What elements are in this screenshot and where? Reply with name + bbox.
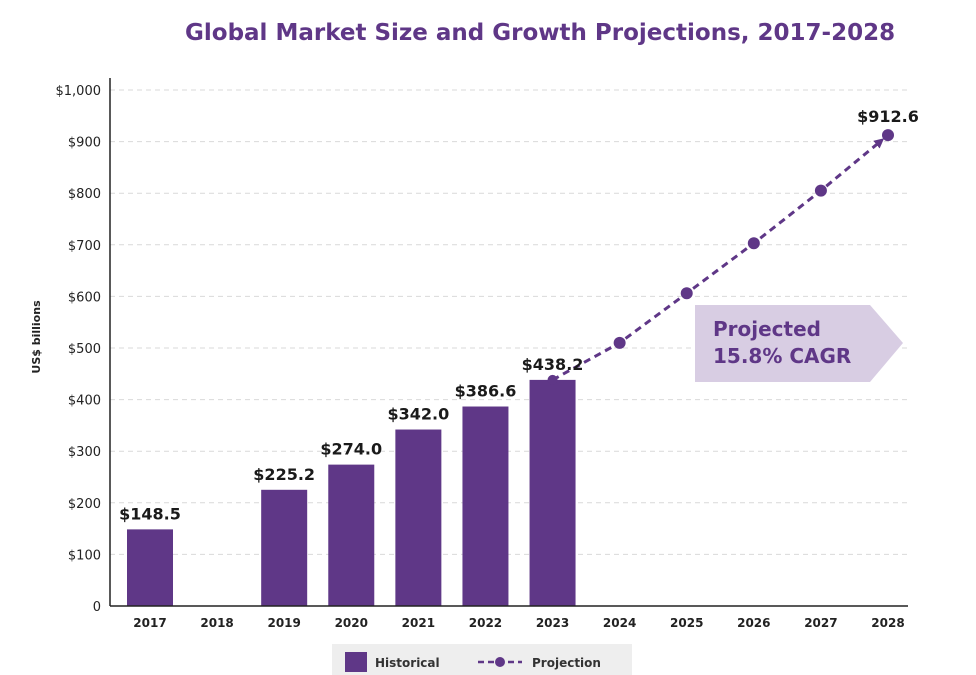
x-tick-label: 2017 (133, 616, 166, 630)
legend: Historical Projection (332, 644, 632, 675)
x-tick-label: 2021 (402, 616, 435, 630)
bar-value-label: $274.0 (320, 440, 382, 459)
grid-lines (110, 89, 908, 555)
bar (395, 429, 442, 606)
x-tick-label: 2025 (670, 616, 703, 630)
x-tick-label: 2024 (603, 616, 636, 630)
projection-point (547, 374, 558, 385)
x-tick-label: 2019 (267, 616, 300, 630)
bar (127, 529, 173, 606)
bar (261, 489, 308, 606)
x-tick-label: 2022 (469, 616, 502, 630)
y-tick-label: $300 (68, 445, 101, 460)
y-tick-label: $400 (68, 394, 101, 409)
y-tick-label: $700 (68, 239, 101, 254)
bar (328, 464, 375, 606)
legend-projection-marker (495, 657, 505, 667)
cagr-callout: Projected 15.8% CAGR (695, 305, 903, 382)
bar (529, 379, 576, 606)
y-axis-title: US$ billions (30, 300, 43, 374)
y-tick-label: $200 (68, 497, 101, 512)
projection-point (613, 336, 626, 349)
projection-point (680, 287, 693, 300)
x-tick-label: 2027 (804, 616, 837, 630)
cagr-callout-line1: Projected (713, 317, 821, 341)
projection-point (882, 129, 894, 142)
y-tick-label: $500 (68, 342, 101, 357)
projection-point (747, 237, 760, 250)
projection-end-label: $912.6 (857, 107, 919, 126)
cagr-callout-arrow (695, 305, 903, 382)
y-tick-label: $900 (68, 136, 101, 151)
legend-projection-label: Projection (532, 656, 601, 670)
x-tick-label: 2028 (871, 616, 904, 630)
data-labels: $148.5 $225.2 $274.0 $342.0 $386.6 $438.2 $912… (119, 107, 919, 523)
y-tick-label: $800 (68, 187, 101, 202)
axes (109, 78, 908, 607)
bar-value-label: $148.5 (119, 504, 181, 523)
y-tick-label: $600 (68, 290, 101, 305)
x-tick-label: 2026 (737, 616, 770, 630)
legend-historical-label: Historical (375, 656, 440, 670)
bar-value-label: $386.6 (455, 382, 517, 401)
y-tick-label: $100 (68, 548, 101, 563)
bar-value-label: $225.2 (253, 465, 315, 484)
legend-historical-swatch (345, 652, 367, 672)
projection-line (547, 129, 894, 385)
chart-title: Global Market Size and Growth Projection… (185, 20, 896, 46)
projection-line-path (551, 138, 885, 382)
y-tick-labels: 0 $100 $200 $300 $400 $500 $600 $700 $800 $900 $1,… (56, 84, 102, 615)
bar (462, 406, 509, 606)
bar-value-label: $342.0 (387, 405, 449, 424)
bar-value-label: $438.2 (522, 355, 584, 374)
x-tick-label: 2018 (200, 616, 233, 630)
x-tick-labels: 2017 2018 2019 2020 2021 2022 2023 2024 2025 2026… (133, 616, 904, 630)
bars (127, 379, 576, 606)
x-tick-label: 2023 (536, 616, 569, 630)
legend-background (332, 644, 632, 675)
x-tick-label: 2020 (335, 616, 368, 630)
y-tick-label: 0 (93, 600, 101, 615)
cagr-callout-line2: 15.8% CAGR (713, 344, 851, 368)
y-tick-label: $1,000 (56, 84, 102, 99)
projection-point (814, 184, 827, 197)
